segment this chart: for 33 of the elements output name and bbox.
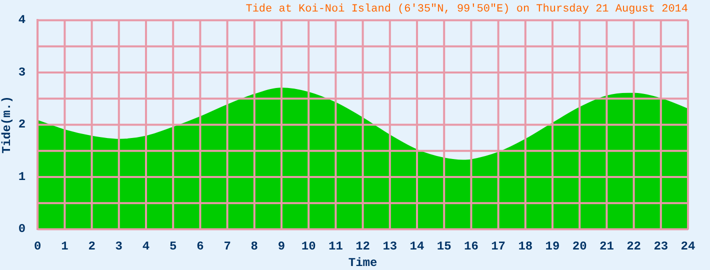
x-tick-label: 23 xyxy=(654,239,668,254)
y-tick-label: 4 xyxy=(18,13,26,28)
x-tick-label: 8 xyxy=(250,239,258,254)
y-tick-label: 0 xyxy=(18,222,26,236)
y-axis-title: Tide(m.) xyxy=(0,96,14,154)
x-axis-title: Time xyxy=(348,256,378,270)
x-tick-label: 15 xyxy=(436,239,452,254)
x-tick-label: 3 xyxy=(115,239,123,254)
y-tick-label: 1 xyxy=(18,170,26,184)
x-tick-label: 1 xyxy=(61,239,68,254)
x-tick-label: 10 xyxy=(301,239,316,254)
x-tick-label: 6 xyxy=(196,239,204,254)
x-tick-label: 21 xyxy=(599,239,614,254)
x-tick-label: 11 xyxy=(328,239,343,254)
x-tick-label: 12 xyxy=(356,239,370,254)
x-tick-label: 5 xyxy=(170,239,177,254)
y-tick-label: 3 xyxy=(18,65,26,80)
y-tick-label: 2 xyxy=(18,118,26,132)
x-tick-label: 18 xyxy=(518,239,533,254)
x-tick-label: 2 xyxy=(88,239,96,254)
x-tick-label: 17 xyxy=(491,239,506,254)
x-tick-label: 0 xyxy=(34,239,42,254)
x-tick-label: 20 xyxy=(572,239,587,254)
x-tick-label: 19 xyxy=(545,239,560,254)
x-tick-label: 9 xyxy=(278,239,286,254)
x-tick-label: 13 xyxy=(382,239,398,254)
x-tick-label: 24 xyxy=(680,239,696,254)
x-tick-label: 14 xyxy=(410,239,424,254)
x-tick-label: 22 xyxy=(626,239,642,254)
x-tick-label: 16 xyxy=(464,239,478,254)
x-tick-label: 4 xyxy=(142,239,150,254)
chart-title: Tide at Koi-Noi Island (6′35"N, 99′50"E) on Thursday 21 August 2014 xyxy=(246,4,688,16)
x-tick-label: 7 xyxy=(224,239,231,254)
